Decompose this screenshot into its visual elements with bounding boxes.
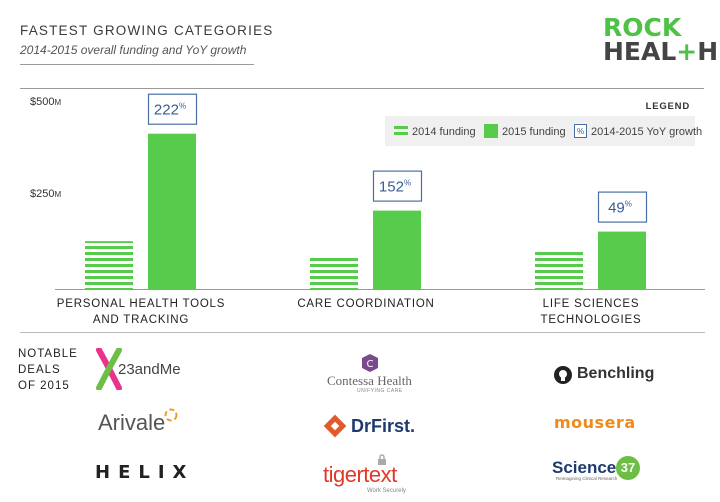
deal-name: Arivale <box>98 410 166 435</box>
legend-swatch-growth <box>574 124 587 138</box>
deal-name: HELIX <box>95 462 195 483</box>
legend-label-2015: 2015 funding <box>502 126 566 138</box>
notable-line-2: DEALS <box>18 364 61 376</box>
science37-badge: 37 <box>616 456 640 480</box>
legend-title: LEGEND <box>646 101 690 112</box>
bar-2014-2 <box>310 257 358 289</box>
legend-growth-symbol: % <box>577 127 584 136</box>
deal-arivale: Arivale <box>98 408 178 436</box>
legend-box <box>385 116 695 146</box>
growth-box-1 <box>147 93 198 125</box>
bar-2014-1 <box>85 241 133 289</box>
logo-line-1: ROCK <box>603 13 682 42</box>
category-label-line: PERSONAL HEALTH TOOLS <box>56 298 226 310</box>
deal-mousera: mousera <box>554 413 636 433</box>
deal-tagline: Reimagining Clinical Research <box>556 476 618 481</box>
drfirst-diamond-icon <box>323 414 347 438</box>
legend-swatch-2014 <box>394 124 408 138</box>
legend-swatch-2015 <box>484 124 498 138</box>
y-tick-label: $500M <box>30 96 61 108</box>
deal-name: Benchling <box>577 365 655 382</box>
category-label-1: PERSONAL HEALTH TOOLS AND TRACKING <box>41 296 241 328</box>
deal-name: 23andMe <box>118 361 181 378</box>
deal-tigertext: tigertext Work Securely <box>323 454 423 494</box>
category-label-3: LIFE SCIENCES TECHNOLOGIES <box>491 296 691 328</box>
deal-name: DrFirst. <box>351 416 416 436</box>
category-label-line: TECHNOLOGIES <box>540 314 642 326</box>
growth-label-2: 152% <box>379 179 411 196</box>
category-label-2: CARE COORDINATION <box>266 296 466 312</box>
deal-name: Science <box>552 458 617 477</box>
category-label-line: AND TRACKING <box>92 314 190 326</box>
chart-subtitle: 2014-2015 overall funding and YoY growth <box>20 43 247 57</box>
bar-2015-1 <box>148 133 196 289</box>
notable-deals-label: NOTABLE DEALS OF 2015 <box>18 346 78 394</box>
y-tick-label: $250M <box>30 188 61 200</box>
23andme-helix-icon <box>96 348 122 390</box>
deal-name: tigertext <box>323 462 397 487</box>
deal-name: mousera <box>554 413 636 432</box>
notable-line-3: OF 2015 <box>18 380 70 392</box>
deal-name: Contessa Health <box>327 373 412 388</box>
deal-science-37: Science 37 Reimagining Clinical Research <box>552 456 652 486</box>
y-tick-unit: M <box>54 98 61 107</box>
rock-health-logo: ROCK HEAL+H <box>603 13 719 66</box>
deal-tagline: Work Securely <box>367 488 406 494</box>
category-label-line: LIFE SCIENCES <box>542 298 640 310</box>
bar-2015-3 <box>598 231 646 289</box>
deal-tagline: UNIFYING CARE <box>357 388 403 394</box>
y-tick-unit: M <box>54 190 61 199</box>
chart-top-rule <box>20 88 704 89</box>
legend-label-2014: 2014 funding <box>412 126 476 138</box>
category-label-line: CARE COORDINATION <box>297 298 435 310</box>
legend-label-growth: 2014-2015 YoY growth <box>591 126 702 138</box>
svg-text:C: C <box>367 359 374 370</box>
arivale-mark-icon <box>164 408 178 422</box>
deal-helix: HELIX <box>95 462 194 483</box>
notable-line-1: NOTABLE <box>18 348 78 360</box>
growth-box-2 <box>372 170 423 202</box>
bar-2014-3 <box>535 250 583 289</box>
growth-box-3 <box>597 191 648 223</box>
deal-contessa-health: C Contessa Health UNIFYING CARE <box>327 353 417 394</box>
growth-label-1: 222% <box>154 102 186 119</box>
bar-2015-2 <box>373 210 421 289</box>
logo-line-2: HEAL+H <box>603 37 719 66</box>
chart-title: FASTEST GROWING CATEGORIES <box>20 23 274 38</box>
title-underline <box>20 64 254 65</box>
benchling-icon <box>554 366 572 384</box>
lock-icon <box>378 454 386 465</box>
contessa-c-icon: C <box>362 354 378 372</box>
